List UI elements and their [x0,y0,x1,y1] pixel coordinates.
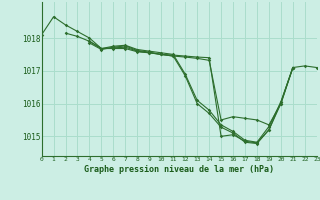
X-axis label: Graphe pression niveau de la mer (hPa): Graphe pression niveau de la mer (hPa) [84,165,274,174]
